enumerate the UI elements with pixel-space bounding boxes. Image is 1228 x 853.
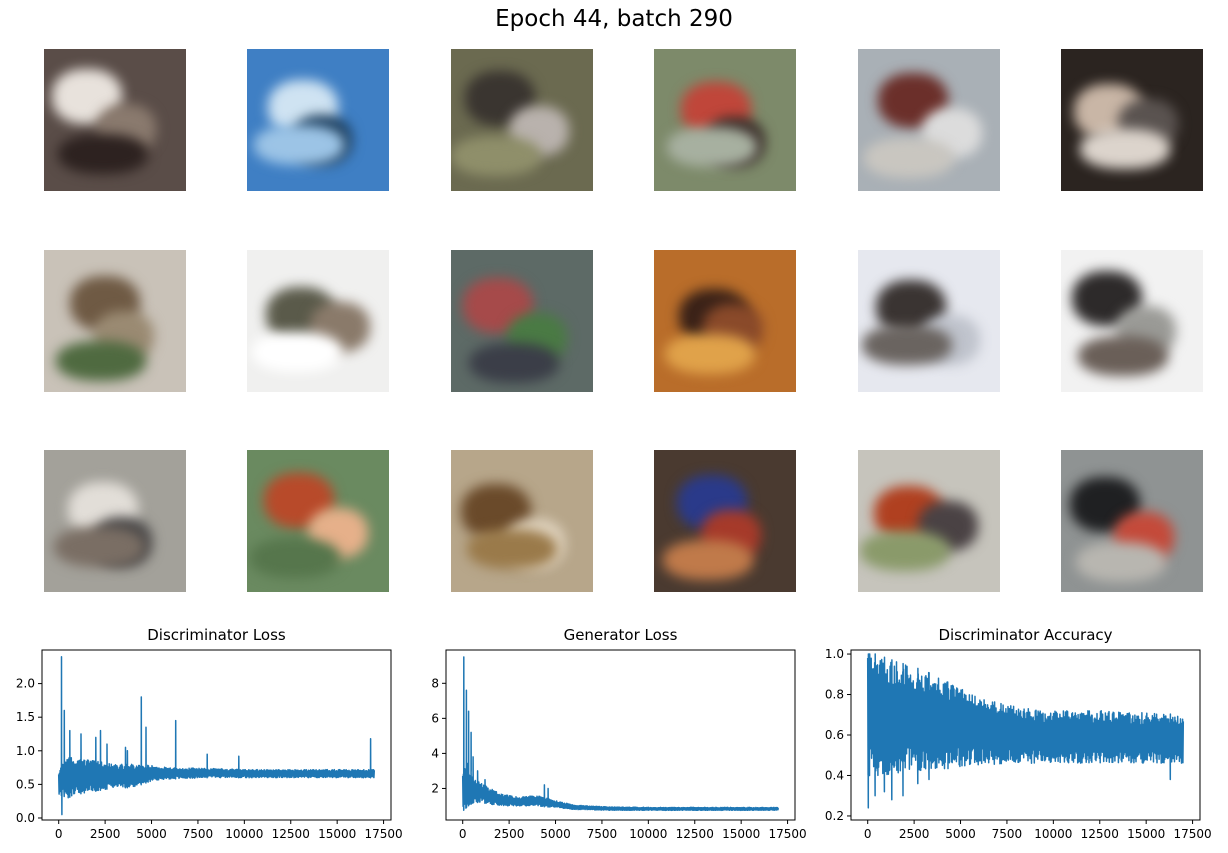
- x-tick-label: 12500: [676, 827, 714, 841]
- x-tick-label: 0: [55, 827, 63, 841]
- sample-blob: [56, 341, 146, 381]
- sample-blob: [667, 127, 757, 167]
- y-tick-label: 2: [431, 781, 439, 795]
- y-tick-label: 0.0: [16, 811, 35, 825]
- sample-blob: [665, 334, 755, 374]
- generated-sample-image: [654, 49, 796, 191]
- sample-blob: [254, 125, 344, 165]
- series-line: [461, 656, 780, 812]
- y-tick-label: 0.6: [825, 728, 844, 742]
- sample-blob: [54, 527, 144, 567]
- sample-blob: [864, 138, 954, 178]
- generated-sample-image: [858, 250, 1000, 392]
- y-tick-label: 1.5: [16, 710, 35, 724]
- x-tick-label: 15000: [1127, 827, 1165, 841]
- sample-blob: [663, 540, 753, 580]
- x-tick-label: 5000: [945, 827, 976, 841]
- generated-sample-image: [44, 49, 186, 191]
- x-tick-label: 12500: [1081, 827, 1119, 841]
- chart-title: Generator Loss: [563, 626, 678, 644]
- x-tick-label: 7500: [183, 827, 214, 841]
- x-tick-label: 5000: [136, 827, 167, 841]
- generated-sample-image: [247, 49, 389, 191]
- generated-sample-image: [858, 450, 1000, 592]
- plot-frame: [445, 649, 796, 821]
- sample-blob: [469, 343, 559, 383]
- x-tick-label: 10000: [1034, 827, 1072, 841]
- generated-sample-image: [1061, 49, 1203, 191]
- generated-sample-image: [451, 250, 593, 392]
- x-tick-label: 17500: [364, 827, 402, 841]
- x-tick-label: 2500: [90, 827, 121, 841]
- x-tick-label: 5000: [540, 827, 571, 841]
- line-chart: 0 2500 5000 7500 10000 12500 15000 17500 0.0 0.5 1…: [16, 649, 403, 841]
- sample-blob: [58, 134, 148, 174]
- generated-sample-image: [44, 450, 186, 592]
- x-tick-label: 17500: [768, 827, 806, 841]
- generated-sample-image: [654, 450, 796, 592]
- generated-sample-image: [451, 49, 593, 191]
- sample-blob: [250, 538, 340, 578]
- sample-blob: [1076, 542, 1166, 582]
- figure-suptitle: Epoch 44, batch 290: [495, 6, 733, 32]
- sample-blob: [862, 325, 952, 365]
- generated-sample-image: [858, 49, 1000, 191]
- sample-blob: [1078, 336, 1168, 376]
- x-tick-label: 0: [459, 827, 467, 841]
- x-tick-label: 15000: [722, 827, 760, 841]
- series-line: [57, 655, 376, 816]
- x-tick-label: 2500: [899, 827, 930, 841]
- x-tick-label: 2500: [494, 827, 525, 841]
- x-tick-label: 10000: [629, 827, 667, 841]
- y-tick-label: 8: [431, 676, 439, 690]
- x-tick-label: 12500: [272, 827, 310, 841]
- sample-blob: [1080, 129, 1170, 169]
- y-tick-label: 0.2: [825, 809, 844, 823]
- x-tick-label: 15000: [318, 827, 356, 841]
- sample-blob: [467, 529, 557, 569]
- generated-sample-image: [654, 250, 796, 392]
- chart-title: Discriminator Loss: [147, 626, 286, 644]
- x-tick-label: 7500: [992, 827, 1023, 841]
- x-tick-label: 0: [864, 827, 872, 841]
- series-line: [866, 653, 1185, 809]
- y-tick-label: 1.0: [16, 744, 35, 758]
- y-tick-label: 2.0: [16, 677, 35, 691]
- y-tick-label: 4: [431, 746, 439, 760]
- sample-blob: [252, 332, 342, 372]
- generated-sample-image: [451, 450, 593, 592]
- x-tick-label: 7500: [587, 827, 618, 841]
- x-tick-label: 10000: [225, 827, 263, 841]
- chart-title: Discriminator Accuracy: [938, 626, 1113, 644]
- line-chart: 0 2500 5000 7500 10000 12500 15000 17500 2 4 6 8: [431, 649, 807, 841]
- y-tick-label: 1.0: [825, 648, 844, 661]
- generated-sample-image: [1061, 250, 1203, 392]
- y-tick-label: 0.4: [825, 768, 844, 782]
- y-tick-label: 0.5: [16, 777, 35, 791]
- sample-blob: [860, 531, 950, 571]
- generated-sample-image: [247, 250, 389, 392]
- line-chart: 0 2500 5000 7500 10000 12500 15000 17500 0.2 0.4 0…: [825, 648, 1212, 841]
- y-tick-label: 0.8: [825, 688, 844, 702]
- sample-blob: [451, 136, 541, 176]
- generated-sample-image: [247, 450, 389, 592]
- x-tick-label: 17500: [1173, 827, 1211, 841]
- generated-sample-image: [1061, 450, 1203, 592]
- plot-frame: [41, 649, 392, 821]
- y-tick-label: 6: [431, 711, 439, 725]
- generated-sample-image: [44, 250, 186, 392]
